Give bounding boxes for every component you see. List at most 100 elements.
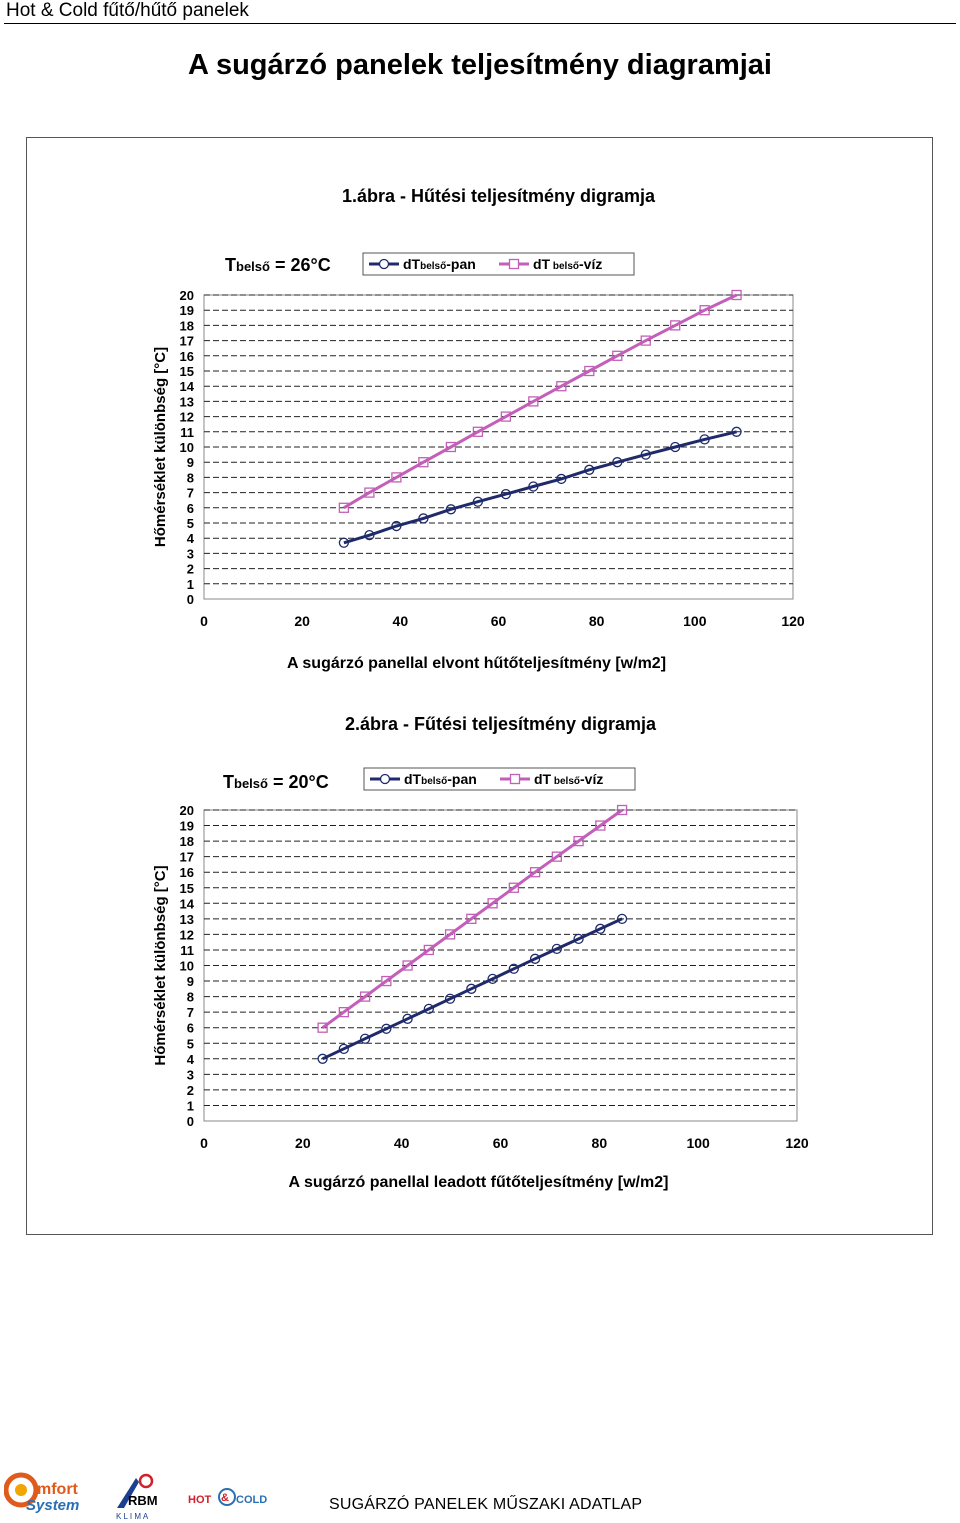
svg-text:RBM: RBM — [128, 1493, 158, 1508]
y-tick-label: 7 — [187, 1005, 194, 1020]
x-tick-label: 100 — [683, 613, 707, 629]
footer: mfort System RBM K L I M A HOT & COLD SU… — [0, 1470, 960, 1523]
data-point — [584, 464, 595, 475]
data-point — [556, 473, 567, 485]
y-tick-label: 1 — [187, 1098, 194, 1113]
y-tick-label: 19 — [180, 819, 194, 834]
condition-label-main: T — [223, 772, 234, 792]
data-point — [616, 804, 628, 816]
x-tick-label: 0 — [200, 1135, 208, 1151]
x-axis-label: A sugárzó panellal elvont hűtőteljesítmé… — [287, 655, 666, 672]
data-point — [444, 993, 456, 1004]
data-point — [317, 1053, 328, 1064]
series-line-0 — [321, 917, 623, 1061]
data-point — [670, 320, 681, 331]
y-tick-label: 18 — [180, 318, 194, 333]
legend-label-0-main: dT — [403, 256, 421, 272]
data-point — [364, 530, 375, 541]
legend-label-1-rest: -víz — [580, 771, 603, 787]
y-axis-label: Hőmérséklet különbség [°C] — [152, 865, 169, 1065]
y-tick-label: 1 — [187, 577, 194, 592]
data-point — [612, 350, 623, 361]
y-tick-label: 15 — [180, 364, 194, 379]
svg-text:System: System — [26, 1497, 79, 1514]
svg-text:K L I M A: K L I M A — [116, 1512, 149, 1521]
heating-chart: 2.ábra - Fűtési teljesítmény digramja Tbe… — [152, 714, 809, 1191]
y-tick-label: 6 — [187, 1021, 194, 1036]
y-tick-label: 5 — [187, 1036, 194, 1051]
data-point — [670, 441, 681, 453]
data-point — [418, 457, 429, 468]
data-point — [508, 882, 519, 893]
legend-marker-0 — [378, 258, 390, 270]
chart-title: 1.ábra - Hűtési teljesítmény digramja — [342, 186, 656, 206]
y-tick-label: 4 — [187, 531, 195, 546]
condition-label-sub: belső — [236, 259, 270, 274]
y-tick-label: 16 — [180, 349, 194, 364]
data-point — [640, 335, 651, 346]
data-point — [418, 513, 429, 524]
y-tick-label: 12 — [180, 410, 194, 425]
data-point — [731, 289, 742, 301]
y-tick-label: 10 — [180, 440, 194, 455]
data-point — [612, 457, 623, 468]
hot-cold-logo: HOT & COLD — [188, 1488, 267, 1506]
legend-label-1: dT belső-víz — [533, 256, 602, 272]
y-tick-label: 14 — [180, 896, 195, 911]
data-point — [500, 411, 512, 422]
y-tick-label: 12 — [180, 927, 194, 942]
data-point — [616, 913, 628, 925]
data-point — [445, 441, 457, 453]
legend-label-0-rest: -pan — [446, 256, 476, 272]
y-tick-label: 11 — [180, 425, 194, 440]
condition-label: Tbelső = 20°C — [223, 772, 329, 792]
legend-box — [363, 767, 636, 791]
data-point — [338, 502, 350, 513]
data-point — [444, 929, 456, 940]
legend-label-1-sub: belső — [550, 261, 579, 272]
data-point — [391, 472, 402, 483]
data-point — [381, 975, 392, 987]
x-tick-label: 40 — [393, 613, 409, 629]
data-point — [402, 1013, 413, 1024]
x-tick-label: 80 — [589, 613, 605, 629]
data-point — [466, 983, 477, 994]
y-tick-label: 0 — [187, 592, 194, 607]
svg-text:HOT: HOT — [188, 1494, 212, 1506]
data-point — [364, 487, 375, 498]
x-tick-label: 40 — [394, 1135, 410, 1151]
plot-area — [203, 809, 798, 1122]
y-tick-label: 8 — [187, 990, 194, 1005]
y-tick-label: 13 — [180, 912, 194, 927]
data-point — [551, 943, 562, 955]
data-point — [472, 496, 484, 507]
comfort-system-logo: mfort System — [4, 1472, 79, 1514]
data-point — [317, 1022, 328, 1033]
x-axis-label: A sugárzó panellal leadott fűtőteljesítm… — [289, 1174, 669, 1191]
data-point — [573, 835, 584, 847]
data-point — [500, 488, 512, 500]
footer-caption: SUGÁRZÓ PANELEK MŰSZAKI ADATLAP — [329, 1496, 643, 1513]
data-point — [529, 953, 541, 964]
y-tick-label: 2 — [187, 562, 194, 577]
data-point — [359, 991, 371, 1002]
rbm-klima-logo: RBM K L I M A — [116, 1473, 158, 1521]
header-rule — [4, 23, 956, 24]
legend-label-1-main: dT — [534, 771, 552, 787]
legend-marker-1 — [508, 258, 520, 270]
y-tick-label: 13 — [180, 394, 194, 409]
x-tick-label: 80 — [592, 1135, 608, 1151]
data-point — [573, 933, 584, 945]
y-tick-label: 11 — [180, 943, 194, 958]
svg-text:&: & — [221, 1492, 229, 1504]
data-point — [402, 960, 413, 971]
data-point — [423, 944, 434, 956]
y-tick-label: 9 — [187, 974, 194, 989]
y-tick-label: 0 — [187, 1114, 194, 1129]
data-point — [640, 449, 651, 460]
y-tick-label: 8 — [187, 470, 194, 485]
document-header: Hot & Cold fűtő/hűtő panelek — [6, 0, 249, 21]
legend-label-1-rest: -víz — [579, 256, 602, 272]
data-point — [472, 426, 484, 437]
legend-label-0-sub: belső — [420, 261, 446, 272]
